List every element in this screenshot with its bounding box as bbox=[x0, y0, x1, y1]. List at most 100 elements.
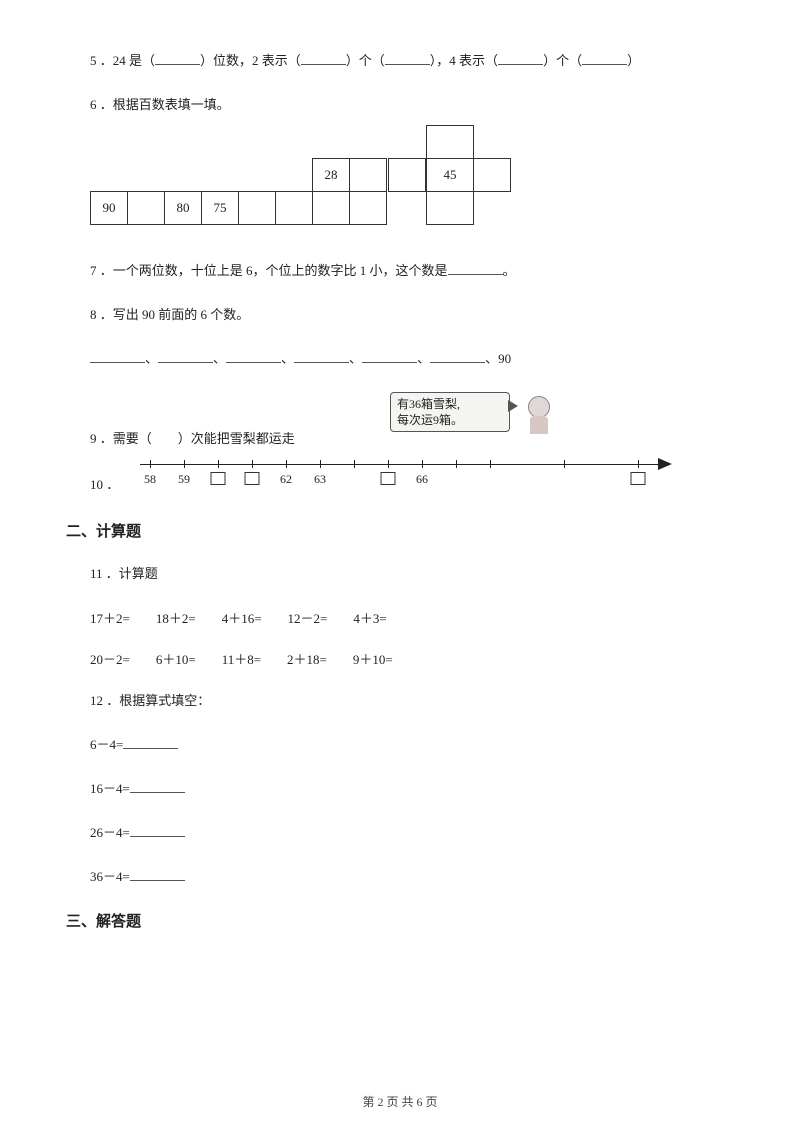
section-2-heading: 二、计算题 bbox=[66, 520, 730, 541]
q10-number-line: 10 ． 58 59 62 63 66 bbox=[90, 454, 730, 498]
q6-cell-90: 90 bbox=[90, 191, 128, 225]
q5-t6: ） bbox=[627, 53, 640, 68]
q6-figure: 90 80 75 28 45 bbox=[90, 138, 730, 234]
q12-blank[interactable] bbox=[123, 735, 178, 749]
calc-item: 2＋18= bbox=[287, 649, 327, 668]
bubble-tail-icon bbox=[508, 400, 518, 412]
q6-cell-blank[interactable] bbox=[426, 191, 474, 225]
q5-blank4[interactable] bbox=[498, 51, 543, 65]
number-line-label: 63 bbox=[314, 472, 326, 487]
number-line-tick bbox=[286, 460, 287, 468]
q11-row1: 17＋2= 18＋2= 4＋16= 12－2= 4＋3= bbox=[90, 608, 730, 627]
q12-eq: 16－4= bbox=[90, 781, 130, 796]
q5-blank5[interactable] bbox=[582, 51, 627, 65]
q6-cell-blank[interactable] bbox=[127, 191, 165, 225]
number-line-tick bbox=[490, 460, 491, 468]
number-line-label: 62 bbox=[280, 472, 292, 487]
q8-blank[interactable] bbox=[90, 349, 145, 363]
q12-blank[interactable] bbox=[130, 867, 185, 881]
q12-eq: 26－4= bbox=[90, 825, 130, 840]
q9-text: 9 ．需要（ ）次能把雪梨都运走 bbox=[90, 428, 295, 447]
q5-t4: ），4 表示（ bbox=[430, 53, 498, 68]
q12-item: 16－4= bbox=[90, 778, 730, 800]
arrow-right-icon bbox=[658, 458, 672, 470]
calc-item: 9＋10= bbox=[353, 649, 393, 668]
q6-cell-blank[interactable] bbox=[275, 191, 313, 225]
number-line-tick bbox=[564, 460, 565, 468]
number-line-tick bbox=[218, 460, 219, 468]
q6-cell-28: 28 bbox=[312, 158, 350, 192]
q8-blank[interactable] bbox=[294, 349, 349, 363]
number-line-label: 66 bbox=[416, 472, 428, 487]
number-line-tick bbox=[422, 460, 423, 468]
q8-blank[interactable] bbox=[226, 349, 281, 363]
q6-cell-blank[interactable] bbox=[349, 158, 387, 192]
calc-item: 18＋2= bbox=[156, 608, 196, 627]
number-line-tick bbox=[184, 460, 185, 468]
q6-cell-blank[interactable] bbox=[388, 158, 426, 192]
q12-eq: 36－4= bbox=[90, 869, 130, 884]
q6-cell-blank[interactable] bbox=[238, 191, 276, 225]
number-line-tick bbox=[354, 460, 355, 468]
girl-head-icon bbox=[528, 396, 550, 418]
q6-cell-45: 45 bbox=[426, 158, 474, 192]
calc-item: 12－2= bbox=[288, 608, 328, 627]
q8-blank[interactable] bbox=[430, 349, 485, 363]
q5-t2: ）位数，2 表示（ bbox=[200, 53, 301, 68]
q7: 7 ．一个两位数，十位上是 6，个位上的数字比 1 小，这个数是 。 bbox=[90, 260, 730, 282]
number-line-blank-box[interactable] bbox=[245, 472, 260, 485]
number-line-tick bbox=[388, 460, 389, 468]
q12-eq: 6－4= bbox=[90, 737, 123, 752]
q6-title: 6 ．根据百数表填一填。 bbox=[90, 94, 730, 116]
q5-t5: ）个（ bbox=[543, 53, 582, 68]
number-line-label: 58 bbox=[144, 472, 156, 487]
q8-blank[interactable] bbox=[362, 349, 417, 363]
q6-cell-blank[interactable] bbox=[312, 191, 350, 225]
q5-blank2[interactable] bbox=[301, 51, 346, 65]
q8-blanks: 、、、、、、90 bbox=[90, 348, 730, 370]
girl-body-icon bbox=[530, 416, 548, 434]
number-line-blank-box[interactable] bbox=[381, 472, 396, 485]
q8-title: 8 ．写出 90 前面的 6 个数。 bbox=[90, 304, 730, 326]
q5-t1: 5 ．24 是（ bbox=[90, 53, 155, 68]
q6-cell-75: 75 bbox=[201, 191, 239, 225]
q5-t3: ）个（ bbox=[346, 53, 385, 68]
number-line-label: 59 bbox=[178, 472, 190, 487]
number-line-tick bbox=[456, 460, 457, 468]
q5: 5 ．24 是（ ）位数，2 表示（ ）个（ ），4 表示（ ）个（ ） bbox=[90, 50, 730, 72]
calc-item: 4＋16= bbox=[222, 608, 262, 627]
calc-item: 20－2= bbox=[90, 649, 130, 668]
q12-blank[interactable] bbox=[130, 823, 185, 837]
number-line-blank-box[interactable] bbox=[211, 472, 226, 485]
q12-item: 6－4= bbox=[90, 734, 730, 756]
q7-blank[interactable] bbox=[448, 261, 503, 275]
number-line-tick bbox=[320, 460, 321, 468]
q12-title: 12 ．根据算式填空： bbox=[90, 690, 730, 712]
q9-bubble-l2: 每次运9箱。 bbox=[397, 413, 503, 429]
q7-text: 7 ．一个两位数，十位上是 6，个位上的数字比 1 小，这个数是 bbox=[90, 263, 448, 278]
number-line-blank-box[interactable] bbox=[631, 472, 646, 485]
q9: 有36箱雪梨, 每次运9箱。 9 ．需要（ ）次能把雪梨都运走 bbox=[90, 392, 730, 444]
q11-row2: 20－2= 6＋10= 11＋8= 2＋18= 9＋10= bbox=[90, 649, 730, 668]
q9-bubble-l1: 有36箱雪梨, bbox=[397, 397, 503, 413]
q11-title: 11 ．计算题 bbox=[90, 563, 730, 585]
number-line-tick bbox=[150, 460, 151, 468]
q5-blank3[interactable] bbox=[385, 51, 430, 65]
q6-cell-blank[interactable] bbox=[473, 158, 511, 192]
q8-blank[interactable] bbox=[158, 349, 213, 363]
section-3-heading: 三、解答题 bbox=[66, 910, 730, 931]
q7-end: 。 bbox=[503, 263, 516, 278]
q12-item: 26－4= bbox=[90, 822, 730, 844]
q12-item: 36－4= bbox=[90, 866, 730, 888]
page-footer: 第 2 页 共 6 页 bbox=[0, 1093, 800, 1110]
q12-blank[interactable] bbox=[130, 779, 185, 793]
calc-item: 11＋8= bbox=[222, 649, 261, 668]
q9-bubble: 有36箱雪梨, 每次运9箱。 bbox=[390, 392, 510, 432]
q5-blank1[interactable] bbox=[155, 51, 200, 65]
q6-cell-blank[interactable] bbox=[349, 191, 387, 225]
calc-item: 17＋2= bbox=[90, 608, 130, 627]
q6-cell-80: 80 bbox=[164, 191, 202, 225]
calc-item: 4＋3= bbox=[353, 608, 386, 627]
q10-num: 10 ． bbox=[90, 474, 119, 493]
q6-cell-blank[interactable] bbox=[426, 125, 474, 159]
